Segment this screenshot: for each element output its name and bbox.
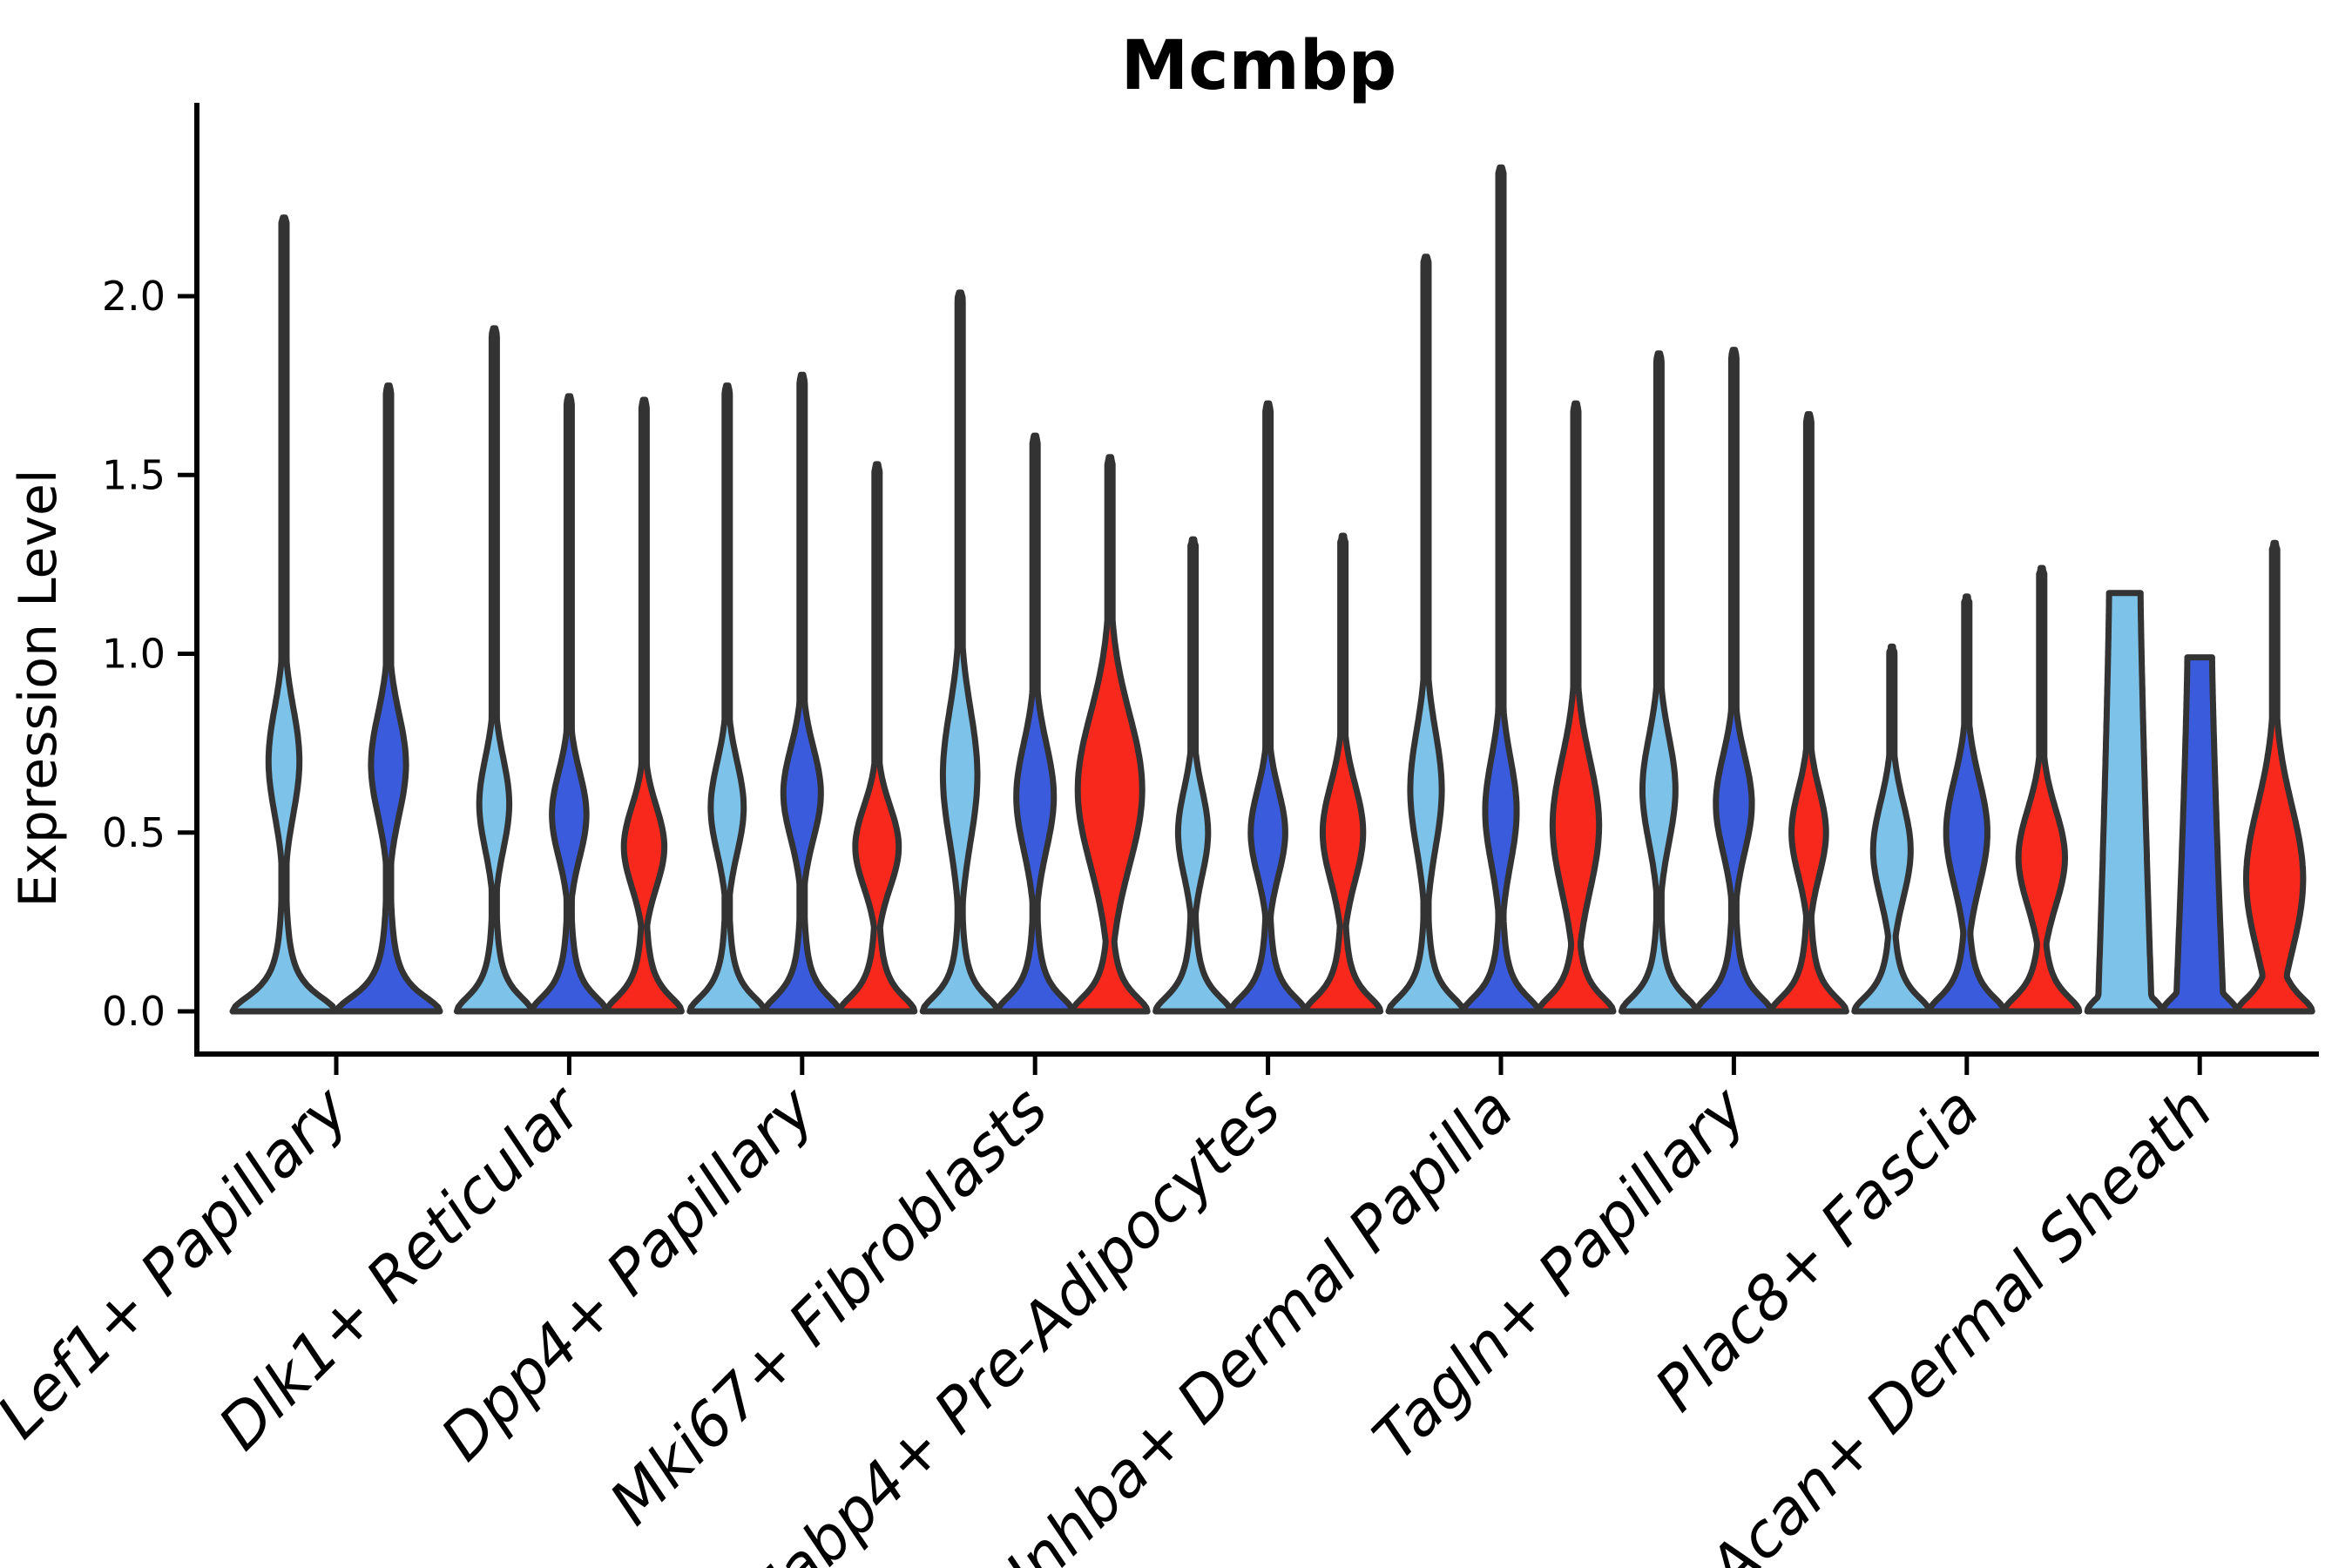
violin-plac8-fascia-red — [2001, 564, 2083, 1015]
violin-lef1-papillary-dark_blue — [334, 382, 443, 1015]
violin-tagln-papillary-dark_blue — [1693, 347, 1774, 1015]
y-tick-label: 1.0 — [102, 631, 166, 678]
violin-tagln-papillary-light_blue — [1618, 350, 1700, 1015]
violin-plac8-fascia-light_blue — [1851, 643, 1933, 1015]
violin-mki67-fibroblasts-light_blue — [919, 289, 1001, 1015]
violin-acan-dermal-sheath-dark_blue — [2159, 654, 2240, 1015]
axes-layer: 0.0 0.5 1.0 1.5 2.0 — [102, 103, 2319, 1075]
violin-fabp4-pre-adipocytes-light_blue — [1152, 536, 1234, 1015]
y-tick-label: 0.5 — [102, 809, 166, 856]
y-tick-label: 2.0 — [102, 273, 166, 320]
y-tick-label: 0.0 — [102, 988, 166, 1035]
violin-dpp4-papillary-dark_blue — [761, 371, 843, 1015]
violin-dpp4-papillary-light_blue — [686, 382, 768, 1015]
violin-acan-dermal-sheath-red — [2234, 539, 2315, 1015]
violin-fabp4-pre-adipocytes-red — [1302, 532, 1384, 1015]
violin-fabp4-pre-adipocytes-dark_blue — [1227, 400, 1309, 1015]
violin-dlk1-reticular-light_blue — [453, 325, 535, 1015]
chart-title: Mcmbp — [1121, 27, 1397, 105]
violin-plac8-fascia-dark_blue — [1926, 593, 2008, 1015]
y-axis-label: Expression Level — [8, 469, 69, 907]
violin-mki67-fibroblasts-red — [1069, 454, 1151, 1015]
x-label-mki67-fibroblasts: Mki67+ Fibroblasts — [596, 1073, 1061, 1538]
violin-dlk1-reticular-red — [603, 396, 685, 1015]
violin-dlk1-reticular-dark_blue — [528, 393, 610, 1015]
violin-acan-dermal-sheath-light_blue — [2084, 590, 2166, 1015]
violin-inhba-dermal-papilla-dark_blue — [1460, 164, 1542, 1015]
violin-layer — [229, 164, 2315, 1015]
violin-inhba-dermal-papilla-red — [1535, 400, 1617, 1015]
violin-inhba-dermal-papilla-light_blue — [1385, 253, 1467, 1015]
violin-tagln-papillary-red — [1767, 411, 1849, 1015]
violin-mki67-fibroblasts-dark_blue — [994, 432, 1076, 1015]
violin-lef1-papillary-light_blue — [229, 214, 339, 1015]
y-tick-label: 1.5 — [102, 451, 166, 498]
violin-dpp4-papillary-red — [836, 461, 918, 1015]
